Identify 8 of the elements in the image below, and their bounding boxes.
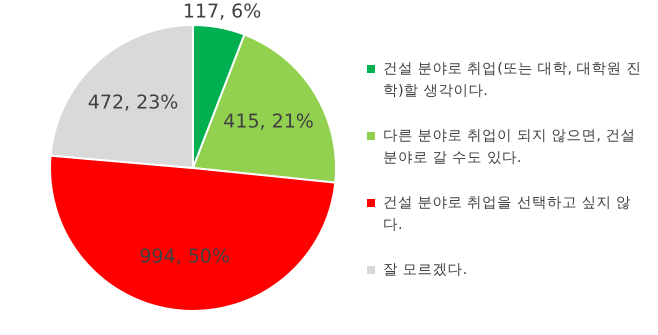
legend-label: 건설 분야로 취업(또는 대학, 대학원 진학)할 생각이다.: [383, 61, 642, 99]
data-label: 472, 23%: [88, 92, 178, 114]
data-label: 994, 50%: [139, 245, 230, 268]
data-label: 415, 21%: [223, 110, 314, 133]
legend-label: 잘 모르겠다.: [383, 262, 468, 278]
legend-label: 건설 분야로 취업을 선택하고 싶지 않다.: [383, 195, 632, 233]
data-label: 117, 6%: [182, 0, 262, 23]
legend-label: 다른 분야로 취업이 되지 않으면, 건설 분야로 갈 수도 있다.: [383, 128, 636, 166]
